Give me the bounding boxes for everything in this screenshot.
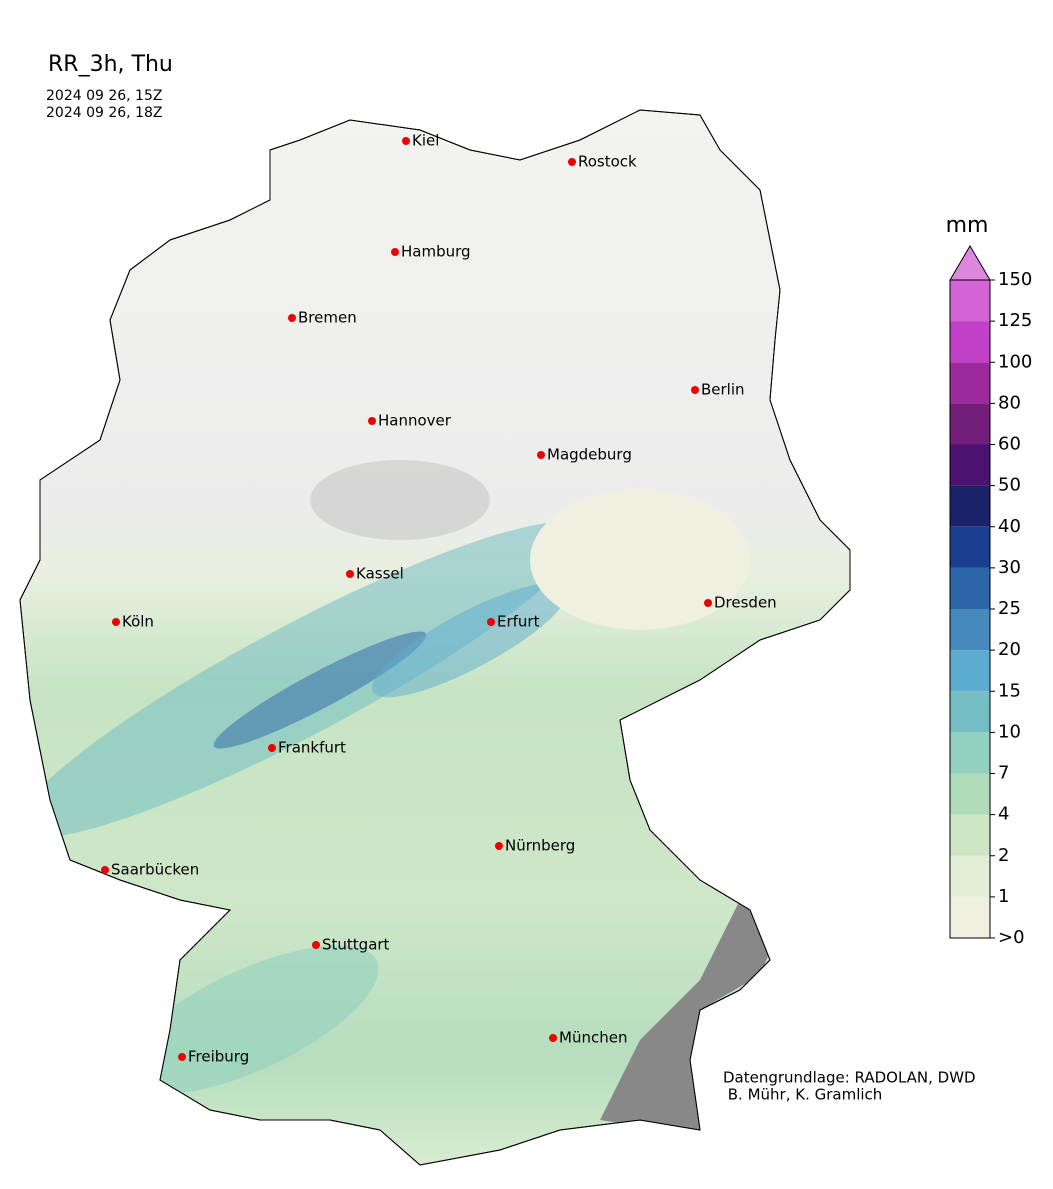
city-label: Hamburg: [401, 243, 471, 261]
colorbar-segment: [950, 773, 990, 815]
city-label: Magdeburg: [547, 446, 632, 464]
colorbar-segment: [950, 321, 990, 363]
colorbar-label: 50: [998, 475, 1021, 496]
city-label: Dresden: [714, 594, 777, 612]
colorbar-segment: [950, 444, 990, 486]
colorbar-segment: [950, 691, 990, 733]
colorbar-segment: [950, 814, 990, 856]
city-label: Nürnberg: [505, 837, 575, 855]
city-dot: [568, 158, 576, 166]
credit-line: B. Mühr, K. Gramlich: [723, 1086, 882, 1104]
city-dot: [495, 842, 503, 850]
city-label: Hannover: [378, 412, 452, 430]
colorbar-segment: [950, 567, 990, 609]
credit-line: Datengrundlage: RADOLAN, DWD: [723, 1069, 976, 1087]
colorbar-label: 150: [998, 269, 1032, 290]
valid-from: 2024 09 26, 15Z: [46, 88, 162, 104]
city-dot: [288, 314, 296, 322]
colorbar-segment: [950, 526, 990, 568]
city-dot: [402, 137, 410, 145]
city-dot: [704, 599, 712, 607]
colorbar-label: 60: [998, 434, 1021, 455]
germany-land: [19, 109, 851, 1166]
city-label: Saarbücken: [111, 861, 199, 879]
city-label: München: [559, 1029, 627, 1047]
colorbar-label: 15: [998, 680, 1021, 701]
colorbar-label: 30: [998, 557, 1021, 578]
colorbar-segment: [950, 609, 990, 651]
city-dot: [178, 1053, 186, 1061]
city-dot: [391, 248, 399, 256]
valid-to: 2024 09 26, 18Z: [46, 105, 162, 121]
map-title: RR_3h, Thu: [48, 52, 173, 77]
city-label: Köln: [122, 613, 154, 631]
colorbar-label: >0: [998, 927, 1025, 948]
city-dot: [268, 744, 276, 752]
colorbar-extension: [949, 245, 991, 281]
city-dot: [549, 1034, 557, 1042]
city-dot: [487, 618, 495, 626]
city-label: Berlin: [701, 381, 745, 399]
colorbar-label: 25: [998, 598, 1021, 619]
colorbar-label: 2: [998, 845, 1009, 866]
colorbar-segment: [950, 403, 990, 445]
city-dot: [691, 386, 699, 394]
colorbar-segment: [950, 650, 990, 692]
city-label: Kiel: [412, 132, 439, 150]
colorbar-segment: [950, 896, 990, 938]
city-dot: [346, 570, 354, 578]
colorbar-label: 80: [998, 392, 1021, 413]
colorbar-segment: [950, 280, 990, 322]
colorbar-label: 125: [998, 310, 1032, 331]
colorbar-label: 20: [998, 639, 1021, 660]
city-dot: [112, 618, 120, 626]
city-dot: [312, 941, 320, 949]
city-dot: [101, 866, 109, 874]
city-label: Stuttgart: [322, 936, 390, 954]
colorbar-label: 10: [998, 721, 1021, 742]
colorbar-segment: [950, 732, 990, 774]
colorbar-segment: [950, 855, 990, 897]
city-label: Frankfurt: [278, 739, 346, 757]
city-dot: [368, 417, 376, 425]
colorbar-label: 100: [998, 351, 1032, 372]
city-label: Kassel: [356, 565, 404, 583]
city-label: Bremen: [298, 309, 357, 327]
city-label: Freiburg: [188, 1048, 249, 1066]
colorbar-label: 4: [998, 804, 1009, 825]
legend-unit: mm: [946, 213, 989, 238]
city-dot: [537, 451, 545, 459]
colorbar-label: 1: [998, 886, 1009, 907]
city-label: Rostock: [578, 153, 637, 171]
colorbar-segment: [950, 485, 990, 527]
colorbar-label: 40: [998, 516, 1021, 537]
colorbar-label: 7: [998, 763, 1009, 784]
colorbar-segment: [950, 362, 990, 404]
city-label: Erfurt: [497, 613, 540, 631]
